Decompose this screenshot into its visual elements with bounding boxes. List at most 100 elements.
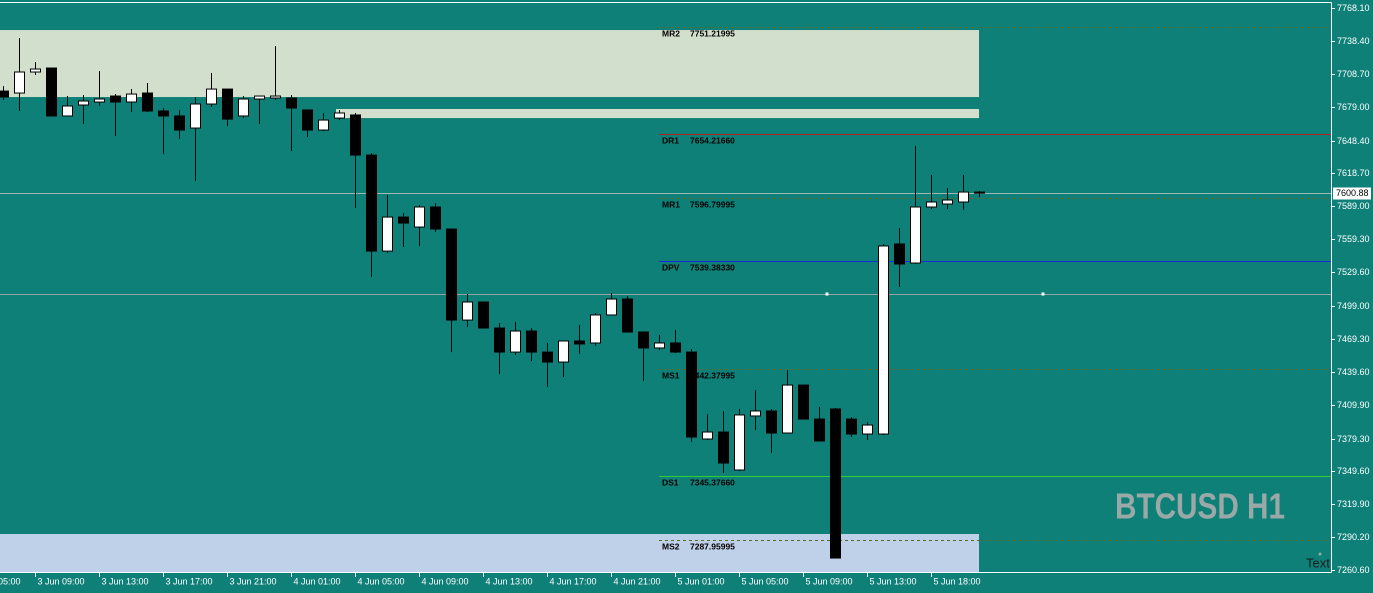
x-tick-label: 3 Jun 13:00 [102,576,149,586]
candle-body [734,414,745,471]
candle-body [510,330,521,353]
level-price: 7596.79995 [690,199,735,209]
y-tick-label: 7379.30 [1337,434,1370,444]
y-tick-label: 7559.30 [1337,234,1370,244]
candle-body [286,97,297,109]
current-price-box [1333,187,1371,200]
candle-body [446,228,457,321]
zone [336,108,979,119]
candle-body [686,351,697,438]
level-price: 7287.95995 [690,541,735,551]
candle-body [494,327,505,353]
watermark: BTCUSD H1 [1115,486,1285,527]
y-tick-label: 7708.70 [1337,69,1370,79]
candle-body [398,216,409,224]
candle-body [814,418,825,442]
candle-body [222,88,233,120]
candle-body [926,201,937,208]
candle-body [526,330,537,353]
anchor-dot [1041,292,1045,296]
current-price-label: 7600.88 [1336,188,1369,198]
object-anchor [1318,552,1322,556]
candle-body [430,206,441,230]
y-tick-label: 7768.10 [1337,3,1370,13]
candle-body [366,154,377,252]
candle-body [654,342,665,349]
candle-body [142,92,153,112]
x-tick-label: 3 Jun 09:00 [38,576,85,586]
candle-body [350,114,361,156]
candle-body [126,93,137,103]
level-price: 7442.37995 [690,370,735,380]
candle-body [574,340,585,345]
candle-body [0,90,9,98]
candle-body [382,216,393,252]
candle-body [638,331,649,349]
candle-body [830,408,841,559]
candle-body [478,301,489,329]
level-name: MR1 [662,199,680,209]
plot-area: MR2 7751.21995 DR1 7654.21660 MR1 7596.79995 D… [0,27,1331,572]
level-price: 7654.21660 [690,135,735,145]
candle-body [238,98,249,117]
candle-body [862,424,873,435]
candle-body [318,119,329,131]
x-tick-label: 5 Jun 01:00 [678,576,725,586]
y-tick-label: 7499.00 [1337,301,1370,311]
candle-body [46,67,57,117]
candle-body [958,191,969,203]
x-tick-label: 5 Jun 09:00 [806,576,853,586]
candle-body [622,298,633,333]
x-tick-label: 5 Jun 13:00 [870,576,917,586]
candle-body [14,71,25,94]
candle-body [910,206,921,264]
candle-body [702,431,713,440]
candle-body [974,191,985,194]
x-tick-label: 3 Jun 05:00 [0,576,21,586]
candle-body [78,100,89,106]
zone [0,30,979,98]
x-tick-label: 4 Jun 01:00 [294,576,341,586]
y-tick-label: 7618.70 [1337,168,1370,178]
level-name: MS2 [662,541,680,551]
candle-body [30,68,41,73]
level-price: 7751.21995 [690,28,735,38]
anchor-dot [825,292,829,296]
x-tick-label: 3 Jun 21:00 [230,576,277,586]
candle-body [606,298,617,316]
x-tick-label: 4 Jun 05:00 [358,576,405,586]
candle-body [190,103,201,129]
x-tick-label: 4 Jun 17:00 [550,576,597,586]
x-tick-label: 4 Jun 21:00 [614,576,661,586]
x-tick-label: 3 Jun 17:00 [166,576,213,586]
x-tick-label: 5 Jun 18:00 [934,576,981,586]
candle-body [942,199,953,205]
y-tick-label: 7648.40 [1337,136,1370,146]
candle-body [158,110,169,117]
candle-body [206,88,217,105]
candle-body [462,301,473,321]
candle-body [542,351,553,363]
candle-body [590,314,601,344]
level-name: MR2 [662,28,680,38]
y-tick-label: 7349.60 [1337,466,1370,476]
candle-body [414,206,425,228]
candle-body [62,105,73,117]
candle-body [750,410,761,417]
candle-body [334,112,345,119]
y-tick-label: 7679.00 [1337,102,1370,112]
candle-body [174,115,185,131]
object-label: Text [1306,555,1330,570]
level-price: 7345.37660 [690,477,735,487]
candle-body [878,245,889,435]
x-tick-label: 4 Jun 13:00 [486,576,533,586]
candle-body [110,95,121,103]
y-tick-label: 7290.20 [1337,532,1370,542]
candle-body [670,342,681,353]
candle-body [558,340,569,363]
candle-body [894,243,905,265]
y-tick-label: 7319.90 [1337,499,1370,509]
y-tick-label: 7529.60 [1337,267,1370,277]
